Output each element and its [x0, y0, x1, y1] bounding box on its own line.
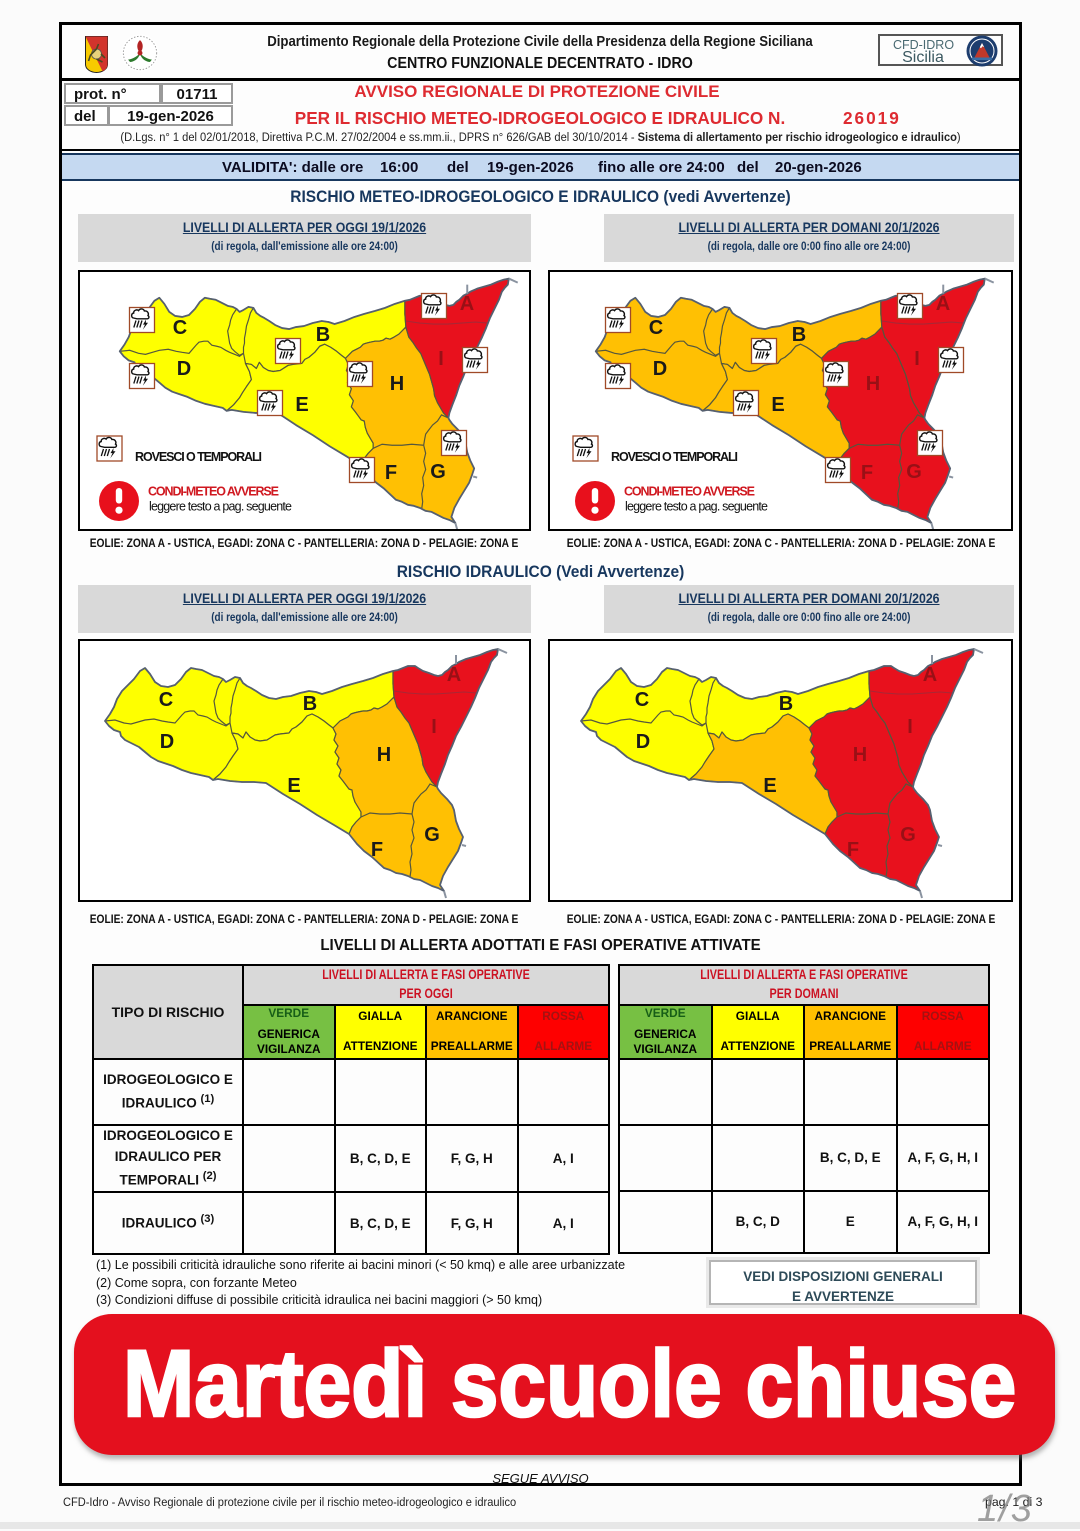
- svg-text:I: I: [438, 348, 444, 370]
- svg-text:B: B: [316, 324, 330, 346]
- svg-text:A: A: [460, 293, 474, 315]
- svg-text:C: C: [173, 317, 187, 339]
- svg-text:I: I: [907, 716, 913, 738]
- svg-text:C: C: [159, 689, 173, 711]
- svg-text:H: H: [853, 744, 867, 766]
- svg-text:CONDI-METEO AVVERSE: CONDI-METEO AVVERSE: [148, 485, 279, 499]
- svg-text:H: H: [866, 373, 880, 395]
- svg-text:H: H: [390, 373, 404, 395]
- svg-text:E: E: [287, 775, 300, 797]
- svg-text:G: G: [900, 824, 916, 846]
- svg-text:G: G: [430, 461, 446, 483]
- svg-text:F: F: [371, 839, 383, 861]
- svg-text:leggere testo a pag. seguente: leggere testo a pag. seguente: [625, 500, 768, 514]
- svg-text:D: D: [636, 731, 650, 753]
- svg-text:ROVESCI O TEMPORALI: ROVESCI O TEMPORALI: [135, 450, 262, 464]
- svg-text:D: D: [177, 358, 191, 380]
- svg-text:F: F: [861, 462, 873, 484]
- svg-text:F: F: [847, 839, 859, 861]
- svg-text:I: I: [914, 348, 920, 370]
- svg-text:E: E: [771, 394, 784, 416]
- svg-text:A: A: [447, 664, 461, 686]
- svg-text:G: G: [906, 461, 922, 483]
- svg-text:CONDI-METEO AVVERSE: CONDI-METEO AVVERSE: [624, 485, 755, 499]
- svg-text:B: B: [779, 693, 793, 715]
- svg-text:G: G: [424, 824, 440, 846]
- svg-text:E: E: [763, 775, 776, 797]
- svg-text:ROVESCI O TEMPORALI: ROVESCI O TEMPORALI: [611, 450, 738, 464]
- svg-text:B: B: [303, 693, 317, 715]
- svg-text:leggere testo a pag. seguente: leggere testo a pag. seguente: [149, 500, 292, 514]
- svg-text:B: B: [792, 324, 806, 346]
- svg-text:H: H: [377, 744, 391, 766]
- svg-text:A: A: [936, 293, 950, 315]
- svg-text:A: A: [923, 664, 937, 686]
- svg-text:D: D: [160, 731, 174, 753]
- svg-text:D: D: [653, 358, 667, 380]
- svg-text:C: C: [635, 689, 649, 711]
- svg-text:C: C: [649, 317, 663, 339]
- svg-text:F: F: [385, 462, 397, 484]
- svg-text:I: I: [431, 716, 437, 738]
- svg-text:E: E: [295, 394, 308, 416]
